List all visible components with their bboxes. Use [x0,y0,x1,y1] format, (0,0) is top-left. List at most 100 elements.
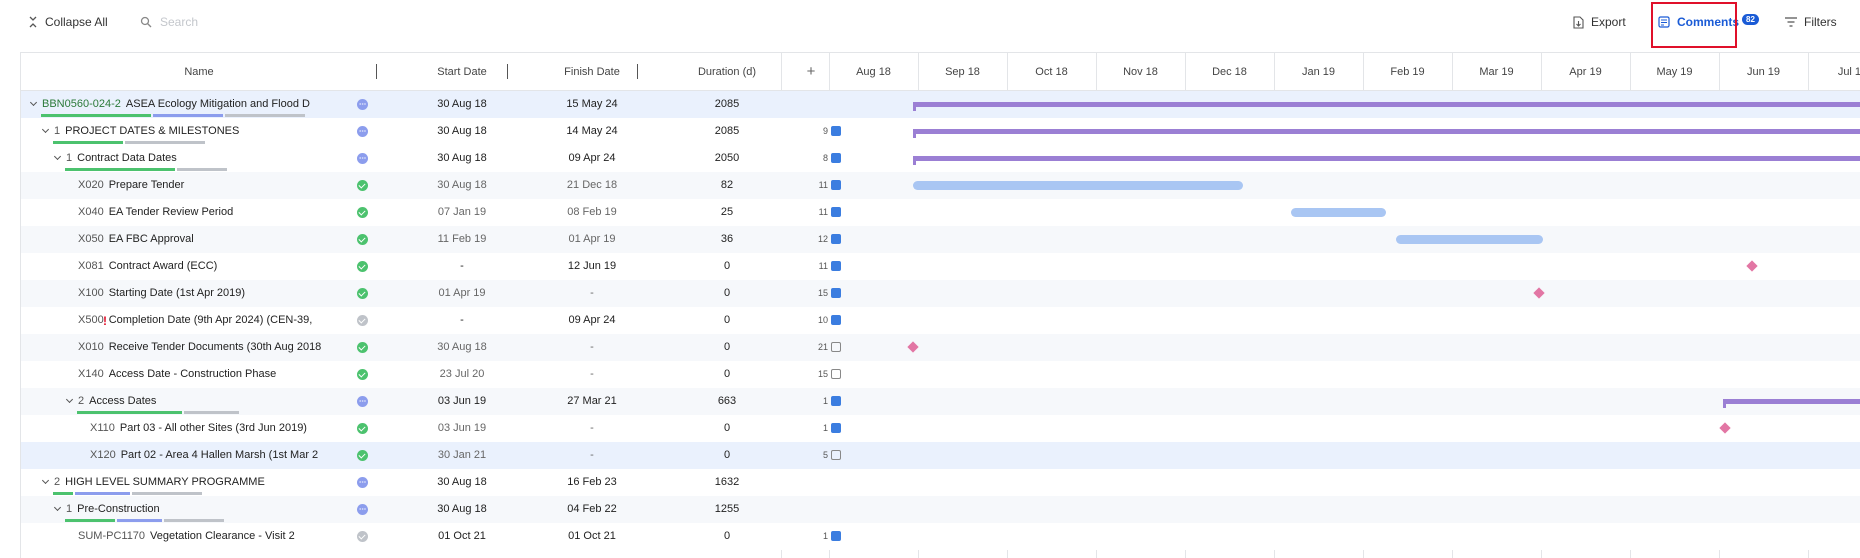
duration-cell[interactable]: 0 [723,287,731,299]
table-row[interactable]: X100 Starting Date (1st Apr 2019) 01 Apr 1… [21,280,1860,307]
gantt-milestone[interactable] [1746,260,1758,272]
start-date-cell[interactable]: 30 Aug 18 [437,179,487,191]
table-row[interactable]: BBN0560-024-2 ASEA Ecology Mitigation and… [21,91,1860,118]
table-row[interactable]: X500 Completion Date (9th Apr 2024) (CEN-… [21,307,1860,334]
finish-date-cell[interactable]: - [590,449,594,461]
col-header-start-date[interactable]: Start Date [437,66,487,78]
table-row[interactable]: X110 Part 03 - All other Sites (3rd Jun 2… [21,415,1860,442]
comment-count[interactable]: 10 [781,307,841,334]
comment-count[interactable]: 12 [781,226,841,253]
start-date-cell[interactable]: 01 Apr 19 [438,287,486,299]
start-date-cell[interactable]: 30 Aug 18 [437,503,487,515]
start-date-cell[interactable]: 30 Aug 18 [437,125,487,137]
finish-date-cell[interactable]: 09 Apr 24 [568,152,616,164]
table-row[interactable]: X050 EA FBC Approval 11 Feb 19 01 Apr 19 36 1… [21,226,1860,253]
finish-date-cell[interactable]: 21 Dec 18 [566,179,618,191]
table-row[interactable]: SUM-PC1170 Vegetation Clearance - Visit 2… [21,523,1860,550]
table-row[interactable]: 2 Access Dates 03 Jun 19 27 Mar 21 663 1 [21,388,1860,415]
finish-date-cell[interactable]: 09 Apr 24 [568,314,616,326]
finish-date-cell[interactable]: - [590,368,594,380]
start-date-cell[interactable]: 07 Jan 19 [437,206,487,218]
chevron-down-icon[interactable] [41,125,50,134]
start-date-cell[interactable]: 30 Aug 18 [437,476,487,488]
start-date-cell[interactable]: 11 Feb 19 [437,233,487,245]
chevron-down-icon[interactable] [53,152,62,161]
comment-count[interactable]: 15 [781,361,841,388]
chevron-down-icon[interactable] [41,476,50,485]
finish-date-cell[interactable]: 16 Feb 23 [567,476,617,488]
duration-cell[interactable]: 0 [723,449,731,461]
comment-count[interactable]: 1 [781,415,841,442]
col-resizer[interactable] [637,64,638,79]
search-box[interactable] [140,12,360,32]
search-input[interactable] [160,15,340,29]
table-row[interactable]: X040 EA Tender Review Period 07 Jan 19 08 F… [21,199,1860,226]
start-date-cell[interactable]: 30 Aug 18 [437,152,487,164]
comment-count[interactable]: 11 [781,199,841,226]
chevron-down-icon[interactable] [65,395,74,404]
start-date-cell[interactable]: 30 Aug 18 [437,341,487,353]
gantt-summary-bar[interactable] [1723,399,1860,408]
col-header-finish-date[interactable]: Finish Date [564,66,620,78]
comment-count[interactable]: 5 [781,442,841,469]
finish-date-cell[interactable]: - [590,287,594,299]
comment-count[interactable]: 1 [781,388,841,415]
start-date-cell[interactable]: 03 Jun 19 [437,395,487,407]
export-button[interactable]: Export [1573,14,1626,30]
start-date-cell[interactable]: - [460,314,464,326]
finish-date-cell[interactable]: 04 Feb 22 [567,503,617,515]
duration-cell[interactable]: 2085 [714,98,740,110]
start-date-cell[interactable]: 23 Jul 20 [439,368,485,380]
duration-cell[interactable]: 36 [720,233,734,245]
table-row[interactable]: X020 Prepare Tender 30 Aug 18 21 Dec 18 82 11 [21,172,1860,199]
finish-date-cell[interactable]: - [590,422,594,434]
add-column-button[interactable]: + [806,63,816,80]
gantt-task-bar[interactable] [1291,208,1386,217]
comments-button[interactable]: Comments 82 [1658,13,1759,30]
start-date-cell[interactable]: 01 Oct 21 [438,530,486,542]
duration-cell[interactable]: 2050 [714,152,740,164]
finish-date-cell[interactable]: 27 Mar 21 [567,395,617,407]
comment-count[interactable]: 21 [781,334,841,361]
finish-date-cell[interactable]: 15 May 24 [566,98,618,110]
start-date-cell[interactable]: 30 Aug 18 [437,98,487,110]
duration-cell[interactable]: 663 [717,395,737,407]
duration-cell[interactable]: 0 [723,368,731,380]
comment-count[interactable]: 8 [781,145,841,172]
chevron-down-icon[interactable] [53,503,62,512]
row-code[interactable]: BBN0560-024-2 [42,98,121,110]
start-date-cell[interactable]: 03 Jun 19 [437,422,487,434]
duration-cell[interactable]: 0 [723,314,731,326]
col-resizer[interactable] [376,64,377,79]
collapse-all-button[interactable]: Collapse All [28,14,108,30]
table-row[interactable]: X140 Access Date - Construction Phase 23 J… [21,361,1860,388]
gantt-task-bar[interactable] [1396,235,1543,244]
comment-count[interactable]: 15 [781,280,841,307]
table-row[interactable]: 1 Contract Data Dates 30 Aug 18 09 Apr 24 20… [21,145,1860,172]
table-row[interactable]: X081 Contract Award (ECC) - 12 Jun 19 0 11 [21,253,1860,280]
col-header-name[interactable]: Name [184,66,214,78]
table-row[interactable]: 1 PROJECT DATES & MILESTONES 30 Aug 18 14 M… [21,118,1860,145]
finish-date-cell[interactable]: 01 Oct 21 [568,530,616,542]
finish-date-cell[interactable]: 08 Feb 19 [567,206,617,218]
comment-count[interactable]: 1 [781,523,841,550]
chevron-down-icon[interactable] [29,98,38,107]
gantt-summary-bar[interactable] [913,129,1860,138]
gantt-milestone[interactable] [1533,287,1545,299]
table-row[interactable]: 1 Pre-Construction 30 Aug 18 04 Feb 22 1255 [21,496,1860,523]
finish-date-cell[interactable]: 01 Apr 19 [568,233,616,245]
start-date-cell[interactable]: 30 Jan 21 [437,449,487,461]
duration-cell[interactable]: 0 [723,530,731,542]
gantt-summary-bar[interactable] [913,156,1860,165]
start-date-cell[interactable]: - [460,260,464,272]
finish-date-cell[interactable]: 12 Jun 19 [567,260,617,272]
gantt-task-bar[interactable] [913,181,1243,190]
duration-cell[interactable]: 25 [720,206,734,218]
table-row[interactable]: X010 Receive Tender Documents (30th Aug 2… [21,334,1860,361]
duration-cell[interactable]: 2085 [714,125,740,137]
duration-cell[interactable]: 0 [723,260,731,272]
duration-cell[interactable]: 0 [723,341,731,353]
duration-cell[interactable]: 0 [723,422,731,434]
finish-date-cell[interactable]: - [590,341,594,353]
duration-cell[interactable]: 1632 [714,476,740,488]
